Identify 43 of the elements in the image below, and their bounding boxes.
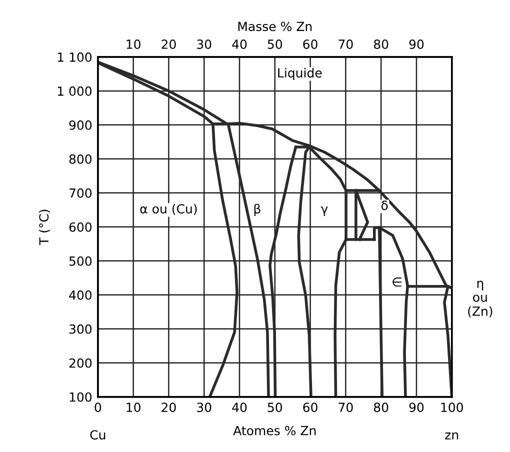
- y-tick-label: 800: [69, 154, 92, 164]
- annotation: Liquide: [278, 68, 322, 80]
- annotation: ∈: [392, 278, 402, 287]
- x2-tick-label: 20: [162, 40, 176, 49]
- x-tick-label: 90: [409, 402, 424, 412]
- x-tick-label: 0: [94, 402, 102, 412]
- annotation: δ: [381, 200, 388, 210]
- text: zn: [445, 432, 458, 440]
- y-tick-label: 500: [69, 256, 92, 266]
- annotation: β: [254, 204, 260, 216]
- x-tick-label: 100: [441, 402, 463, 412]
- x2-tick-label: 70: [338, 40, 353, 49]
- y-tick-label: 600: [69, 222, 92, 232]
- text: Cu: [90, 430, 106, 440]
- x2-tick-label: 40: [232, 40, 247, 49]
- x2-tick-label: 80: [374, 40, 388, 49]
- y-tick-label: 1 100: [58, 52, 92, 62]
- y-tick-label: 100: [70, 392, 92, 402]
- y-tick-label: 700: [70, 188, 92, 198]
- x-axis-title: Atomes % Zn: [233, 426, 316, 436]
- annotation: γ: [320, 206, 328, 216]
- x-tick-label: 80: [374, 402, 388, 412]
- x2-tick-label: 30: [197, 40, 212, 49]
- x2-tick-label: 90: [409, 40, 424, 49]
- x2-tick-label: 60: [303, 40, 318, 49]
- x2-tick-label: 50: [268, 40, 282, 49]
- y-tick-label: 400: [69, 290, 92, 300]
- x-tick-label: 30: [197, 402, 212, 412]
- x2-tick-label: 10: [126, 40, 140, 49]
- y-tick-label: 1 000: [58, 86, 92, 96]
- y-tick-label: 900: [69, 120, 92, 130]
- x-tick-label: 70: [338, 402, 353, 412]
- x-tick-label: 20: [162, 402, 176, 412]
- x-tick-label: 40: [232, 402, 247, 412]
- annotation: α ou (Cu): [140, 204, 197, 216]
- y-axis-title: T (°C): [38, 210, 50, 246]
- y-tick-label: 300: [69, 324, 92, 334]
- x-tick-label: 50: [268, 402, 282, 412]
- text: η ou (Zn): [468, 280, 492, 318]
- y-tick-label: 200: [69, 358, 92, 368]
- x2-axis-title: Masse % Zn: [238, 22, 312, 32]
- x-tick-label: 10: [126, 402, 140, 412]
- x-tick-label: 60: [303, 402, 318, 412]
